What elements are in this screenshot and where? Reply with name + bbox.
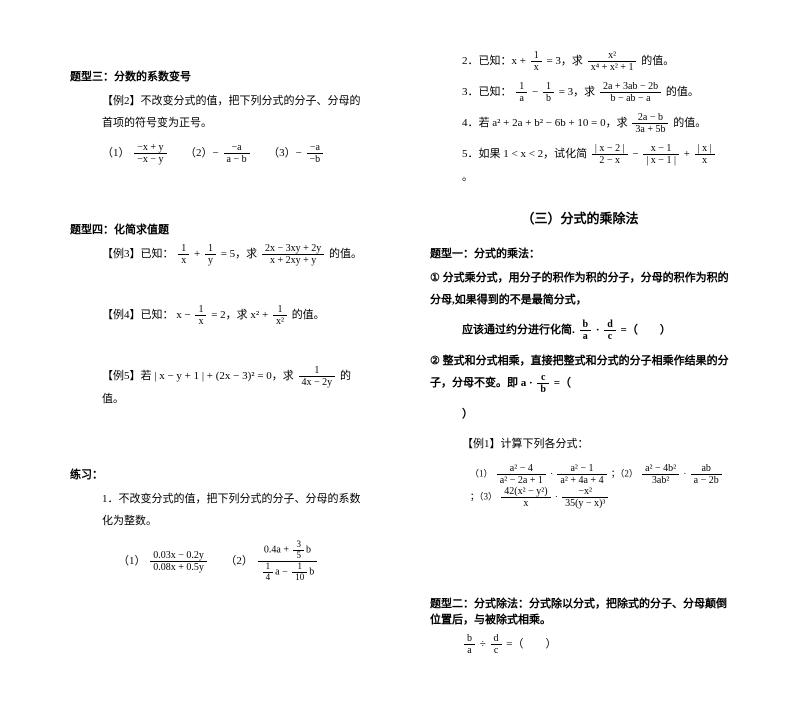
ex2-items: （1） −x + y−x − y （2）− −aa − b （3）− −a−b — [70, 142, 370, 165]
ex4-f1: 1x — [195, 304, 206, 327]
p1b-frac: 0.4a + 35b 14a − 110b — [258, 540, 318, 583]
practice-1: 1．不改变分式的值，把下列分式的分子、分母的系数化为整数。 — [70, 488, 370, 532]
rule-2: ② 整式和分式相乘，直接把整式和分式的分子相乘作结果的分子，分母不变。即 a ·… — [430, 350, 730, 395]
right-column: 2．已知：x + 1x = 3，求 x²x⁴ + x² + 1 的值。 3．已知… — [430, 50, 730, 664]
rule-2-close: ） — [430, 403, 730, 425]
ex3-f3: 2x − 3xy + 2yx + 2xy + y — [262, 243, 324, 266]
r-item-5: 5．如果 1 < x < 2，试化简 | x − 2 |2 − x − x − … — [430, 143, 730, 188]
r-item-4: 4．若 a² + 2a + b² − 6b + 10 = 0，求 2a − b3… — [430, 112, 730, 135]
ex5-frac: 14x − 2y — [299, 365, 336, 388]
frac-1: −x + y−x − y — [134, 142, 166, 165]
rule-1b: 应该通过约分进行化简. ba · dc =（ ） — [430, 319, 730, 342]
ex2-label: 【例2】不改变分式的值，把下列分式的分子、分母的首项的符号变为正号。 — [70, 90, 370, 134]
section3-title: 题型三：分数的系数变号 — [70, 68, 370, 84]
ex4: 【例4】已知： x − 1x = 2，求 x² + 1x² 的值。 — [70, 304, 370, 327]
frac-2: −aa − b — [224, 142, 250, 165]
left-column: 题型三：分数的系数变号 【例2】不改变分式的值，把下列分式的分子、分母的首项的符… — [70, 50, 370, 664]
ex3-f2: 1y — [205, 243, 216, 266]
ex1-label: 【例1】计算下列各分式： — [430, 433, 730, 455]
ex3-f1: 1x — [178, 243, 189, 266]
t2-title: 题型二：分式除法：分式除以分式，把除式的分子、分母颠倒位置后，与被除式相乘。 — [430, 595, 730, 627]
ex1-formulas: （1） a² − 4a² − 2a + 1 · a² − 1a² + 4a + … — [430, 463, 730, 509]
item-3-label: （3）− — [268, 147, 302, 159]
t1-title: 题型一：分式的乘法： — [430, 245, 730, 261]
frac-3: −a−b — [307, 142, 324, 165]
rule-1: ① 分式乘分式，用分子的积作为积的分子，分母的积作为积的分母,如果得到的不是最简… — [430, 267, 730, 311]
practice-1-items: （1） 0.03x − 0.2y0.08x + 0.5y （2） 0.4a + … — [70, 540, 370, 583]
r-item-3: 3．已知： 1a − 1b = 3，求 2a + 3ab − 2bb − ab … — [430, 81, 730, 104]
item-1-label: （1） — [102, 147, 130, 159]
practice-title: 练习： — [70, 466, 370, 482]
r-item-2: 2．已知：x + 1x = 3，求 x²x⁴ + x² + 1 的值。 — [430, 50, 730, 73]
ex5: 【例5】若 | x − y + 1 | + (2x − 3)² = 0，求 14… — [70, 365, 370, 410]
ex4-f2: 1x² — [273, 304, 287, 327]
t2-formula: ba ÷ dc =（ ） — [430, 633, 730, 656]
section4-title: 题型四：化简求值题 — [70, 221, 370, 237]
p1a-frac: 0.03x − 0.2y0.08x + 0.5y — [150, 550, 207, 573]
sub-title: （三）分式的乘除法 — [430, 208, 730, 227]
ex3: 【例3】已知： 1x + 1y = 5，求 2x − 3xy + 2yx + 2… — [70, 243, 370, 266]
item-2-label: （2）− — [185, 147, 219, 159]
